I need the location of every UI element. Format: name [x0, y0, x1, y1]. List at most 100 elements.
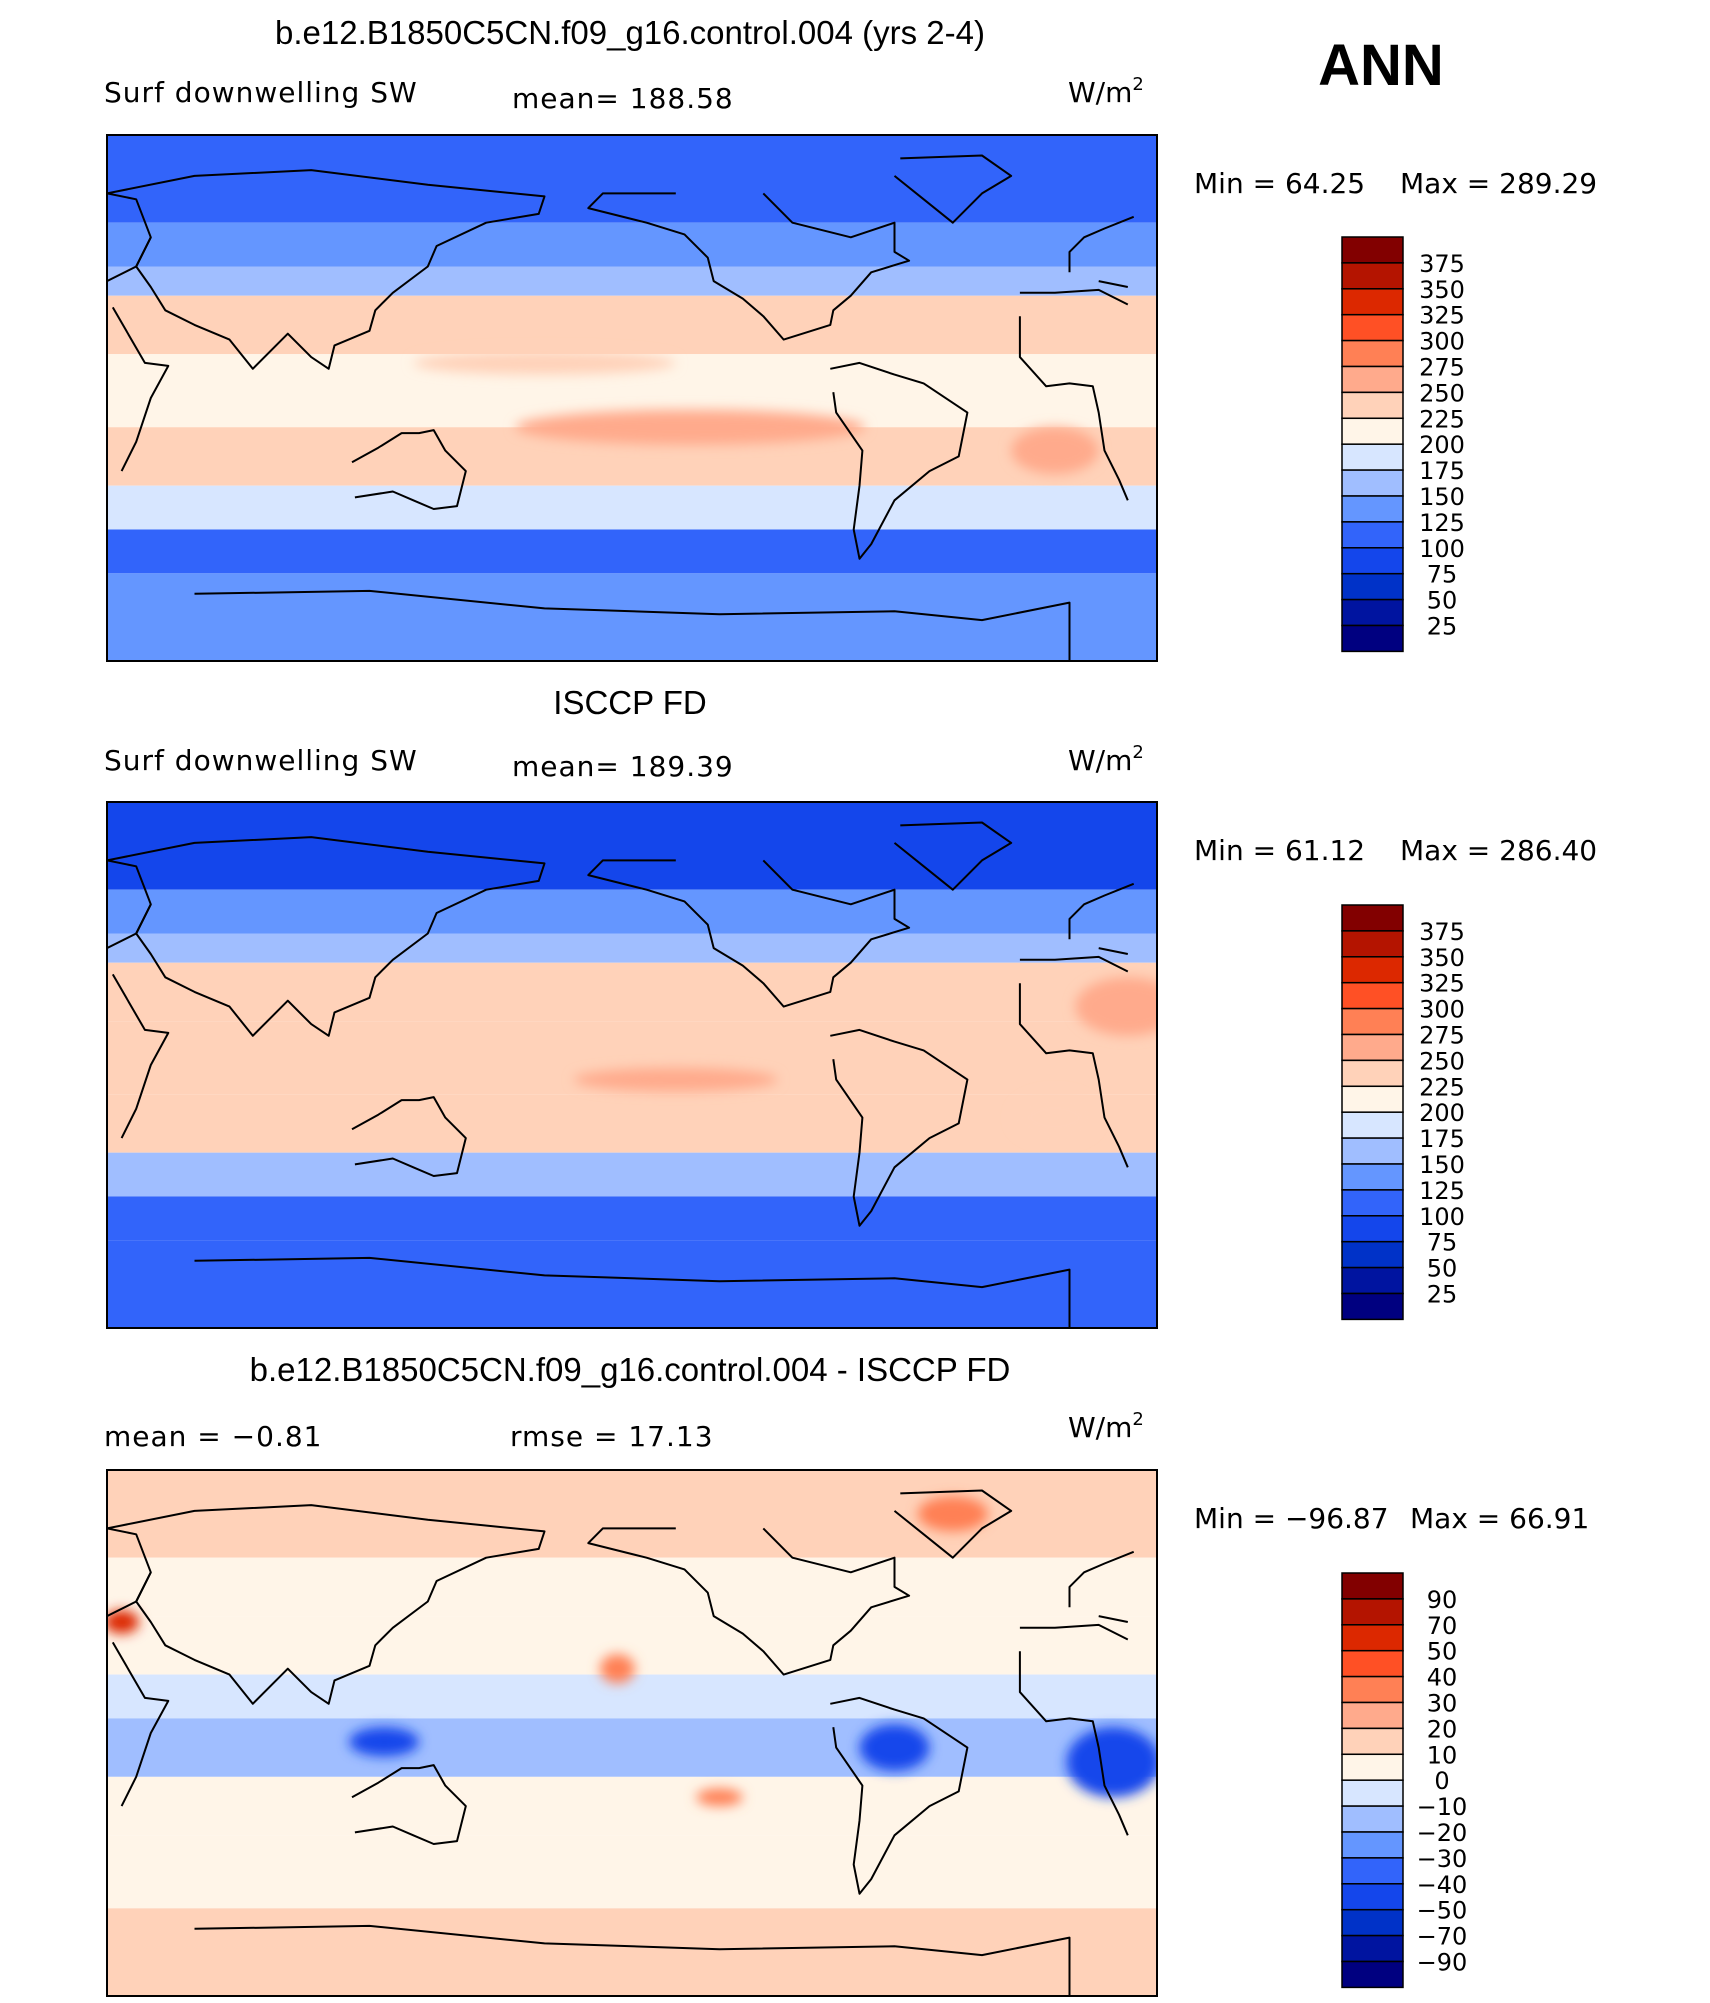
panel-title: b.e12.B1850C5CN.f09_g16.control.004 - IS…	[250, 1351, 1011, 1388]
colorbar-tick-label: −10	[1417, 1793, 1468, 1821]
colorbar-tick-label: −70	[1417, 1923, 1468, 1951]
colorbar-tick-label: 30	[1427, 1690, 1458, 1718]
coastline	[1068, 1550, 1135, 1608]
colorbar-tick-label: −40	[1417, 1871, 1468, 1899]
field-anomalies	[573, 977, 1157, 1141]
colorbar-tick-label: 100	[1419, 1203, 1465, 1231]
colorbar-swatch	[1341, 262, 1404, 290]
colorbar-swatch	[1341, 339, 1404, 368]
coastline	[1098, 1615, 1128, 1623]
field-anomaly	[696, 1788, 743, 1807]
colorbar-swatch	[1341, 598, 1404, 627]
colorbar-tick-label: 75	[1427, 561, 1458, 589]
min-label: Min = 61.12	[1194, 834, 1365, 867]
coastline	[111, 306, 170, 472]
colorbar-swatch	[1341, 1240, 1404, 1269]
colorbar-tick-label: 90	[1427, 1586, 1458, 1614]
panel-model: b.e12.B1850C5CN.f09_g16.control.004 (yrs…	[104, 14, 1597, 662]
colorbar-tick-label: 300	[1419, 996, 1465, 1024]
colorbar-swatch	[1341, 365, 1404, 394]
variable-label: Surf downwelling SW	[104, 744, 418, 777]
colorbar-tick-label: 20	[1427, 1715, 1458, 1743]
field-anomaly	[573, 1067, 778, 1092]
coastline	[587, 1527, 911, 1676]
colorbar-swatch	[1341, 1085, 1404, 1113]
max-label: Max = 66.91	[1410, 1502, 1589, 1535]
max-label: Max = 286.40	[1400, 834, 1597, 867]
zonal-band	[107, 933, 1157, 963]
colorbar-tick-label: 375	[1419, 250, 1465, 278]
zonal-band	[107, 1557, 1157, 1617]
colorbar-tick-label: 70	[1427, 1612, 1458, 1640]
season-label: ANN	[1318, 33, 1444, 98]
min-label: Min = −96.87	[1194, 1502, 1389, 1535]
mean-label: mean= 188.58	[512, 82, 734, 115]
field-anomaly	[599, 1654, 635, 1684]
colorbar-tick-label: 150	[1419, 483, 1465, 511]
zonal-band	[107, 1152, 1157, 1197]
colorbar-swatch	[1341, 1215, 1404, 1243]
colorbar-swatch	[1341, 1675, 1404, 1704]
units-text: W/m	[1068, 76, 1132, 109]
coastline	[1019, 1623, 1129, 1641]
field-anomaly	[1075, 977, 1157, 1036]
zonal-band	[107, 485, 1157, 530]
colorbar-swatch	[1341, 981, 1404, 1010]
colorbar-tick-label: 275	[1419, 354, 1465, 382]
zonal-band	[107, 1240, 1157, 1328]
colorbar-swatch	[1341, 1908, 1404, 1937]
field-anomaly	[1066, 1727, 1157, 1798]
zonal-band	[107, 1470, 1157, 1558]
coastline	[587, 859, 911, 1008]
colorbar-swatch	[1341, 1189, 1404, 1217]
colorbar-tick-label: 225	[1419, 405, 1465, 433]
coastline	[107, 169, 546, 370]
units-superscript: 2	[1132, 1409, 1143, 1430]
coastline	[587, 192, 911, 341]
coastline	[1068, 882, 1135, 940]
colorbar-tick-label: −50	[1417, 1897, 1468, 1925]
colorbar-swatch	[1341, 1857, 1404, 1885]
field-anomaly	[413, 351, 676, 375]
colorbar-tick-label: 125	[1419, 1177, 1465, 1205]
colorbar-tick-label: 50	[1427, 1255, 1458, 1283]
field-anomaly	[1011, 427, 1099, 474]
colorbar-swatch	[1341, 956, 1404, 984]
zonal-band	[107, 135, 1157, 223]
colorbar-swatch	[1341, 1007, 1404, 1036]
units-text: W/m	[1068, 744, 1132, 777]
colorbar-swatch	[1341, 1137, 1404, 1165]
colorbar-swatch	[1341, 1960, 1404, 1989]
coastline	[194, 1256, 1071, 1328]
colorbar-tick-label: 50	[1427, 1638, 1458, 1666]
units-label: W/m2	[1068, 1409, 1144, 1444]
map-plot	[107, 802, 1157, 1328]
field-anomaly	[515, 409, 866, 445]
colorbar-tick-label: 375	[1419, 918, 1465, 946]
coastline	[194, 589, 1071, 661]
coastline	[893, 154, 1013, 224]
mean-label: mean= 189.39	[512, 750, 734, 783]
coastline	[1098, 280, 1128, 288]
colorbar-swatch	[1341, 904, 1404, 932]
field-anomaly	[917, 1496, 988, 1532]
colorbar-swatch	[1341, 1779, 1404, 1807]
coastline	[1068, 215, 1135, 273]
zonal-band	[107, 1908, 1157, 1996]
map-frame	[106, 134, 1158, 662]
colorbar-tick-label: 250	[1419, 379, 1465, 407]
colorbar-swatch	[1341, 1701, 1404, 1730]
zonal-band	[107, 529, 1157, 574]
colorbar-swatch	[1341, 1292, 1404, 1321]
coastline	[1098, 947, 1128, 955]
colorbar-tick-label: 325	[1419, 302, 1465, 330]
coastline	[107, 1504, 546, 1705]
zonal-band	[107, 295, 1157, 355]
colorbar-tick-label: −20	[1417, 1819, 1468, 1847]
coastline	[351, 1764, 467, 1845]
colorbar-swatch	[1341, 1727, 1404, 1756]
colorbar-swatch	[1341, 1753, 1404, 1781]
panel-title: b.e12.B1850C5CN.f09_g16.control.004 (yrs…	[275, 14, 985, 51]
colorbar-tick-label: 350	[1419, 276, 1465, 304]
coastlines	[107, 1489, 1135, 1996]
